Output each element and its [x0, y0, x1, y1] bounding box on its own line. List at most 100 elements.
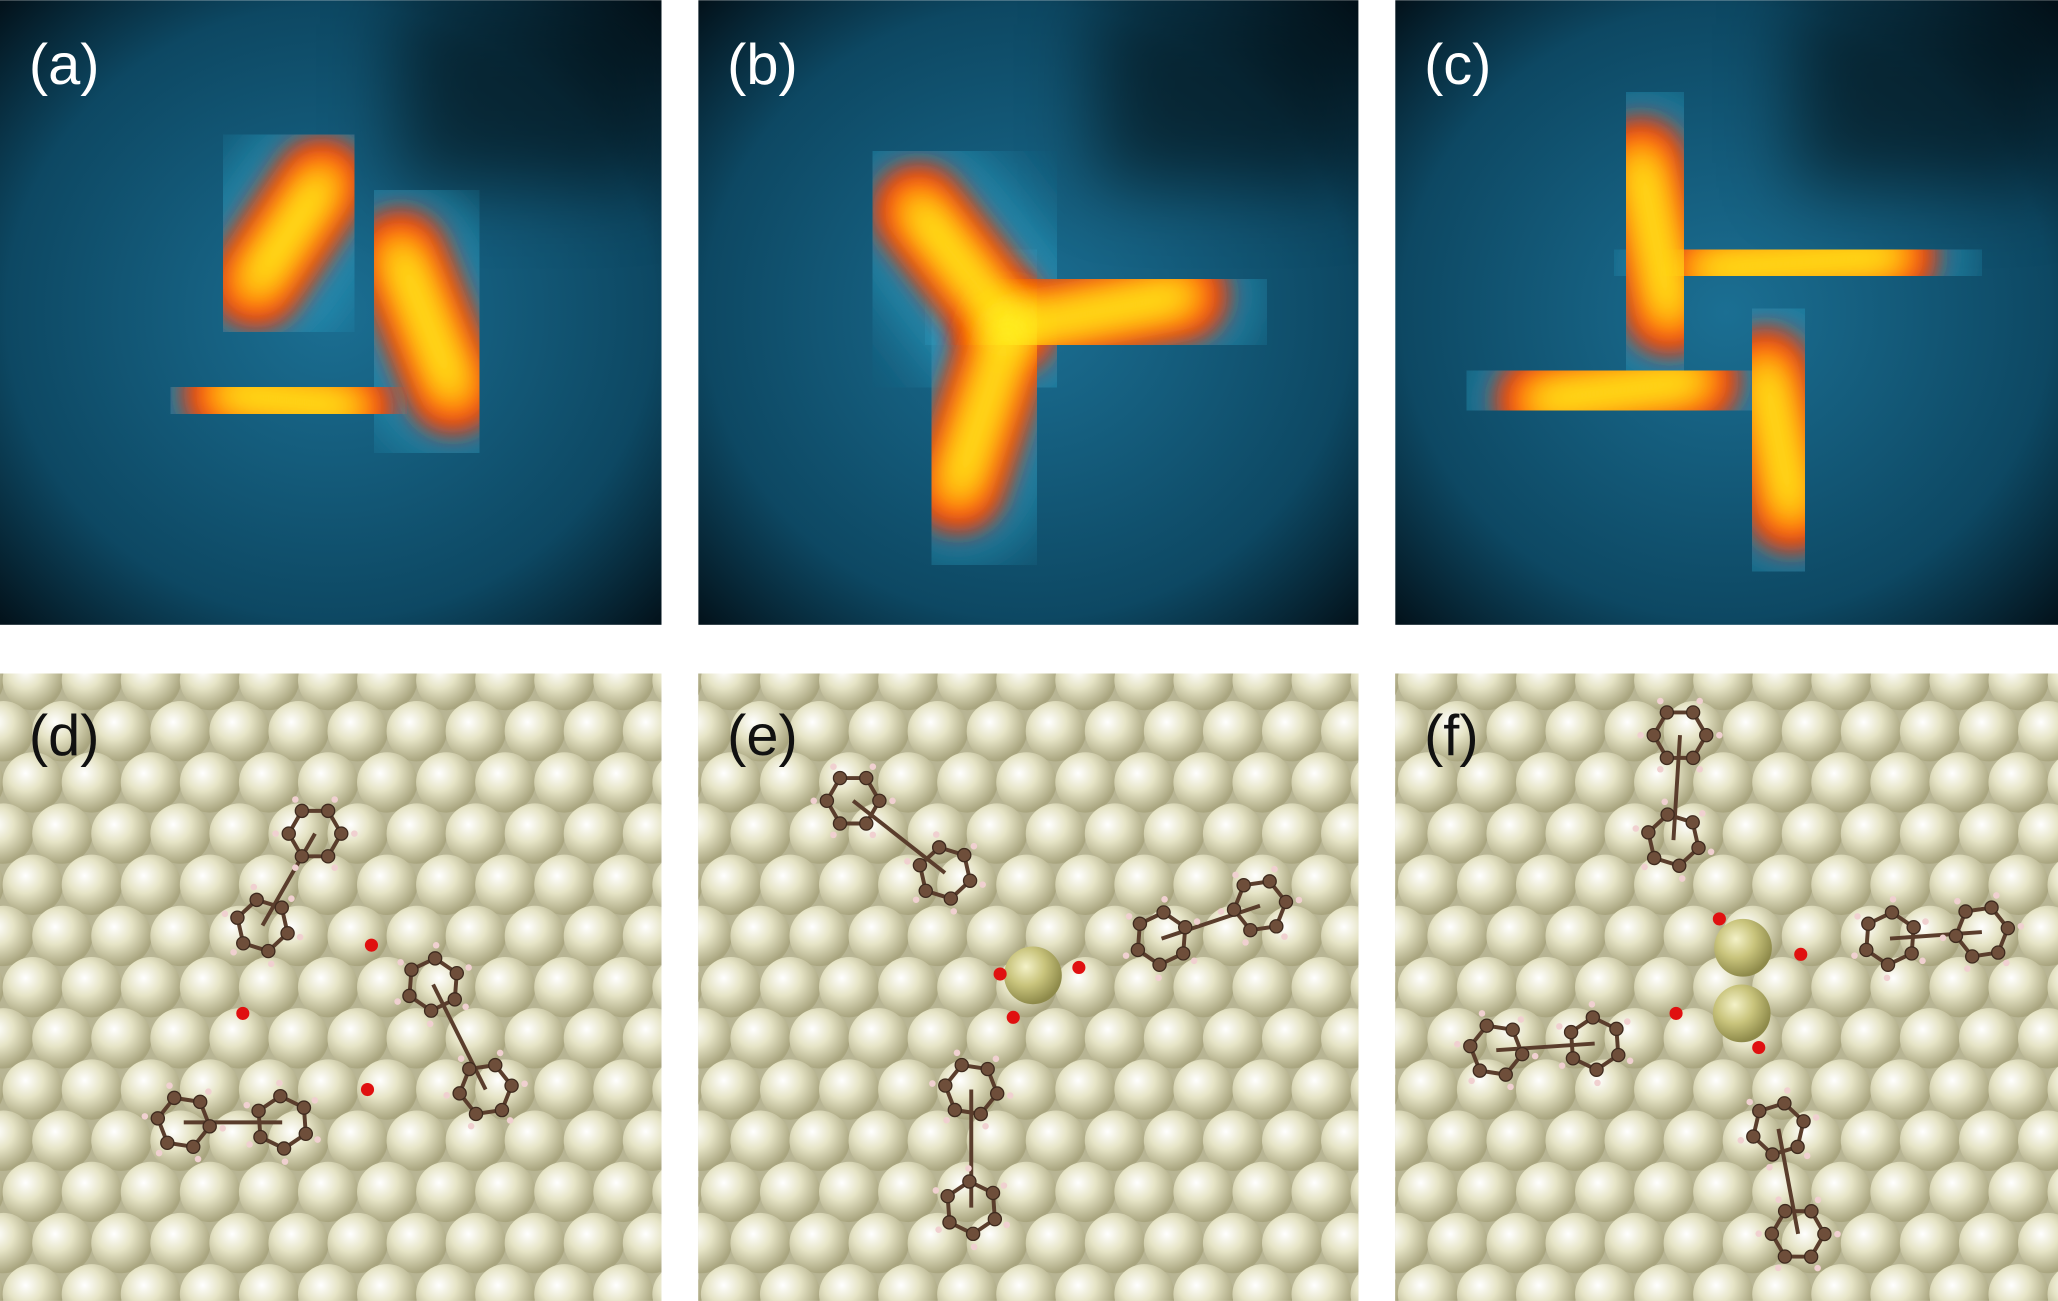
stm-panel: [0, 0, 662, 625]
carbon: [1861, 916, 1876, 931]
stm-panel: [1395, 0, 2058, 625]
carbon: [1672, 858, 1687, 873]
surface-atom: [1781, 1212, 1843, 1274]
surface-atom: [1291, 1264, 1352, 1301]
panel-label: (a): [29, 33, 100, 97]
surface-atom: [1350, 1069, 1359, 1110]
surface-atom: [1929, 752, 1990, 813]
surface-atom: [268, 1008, 329, 1069]
surface-atom: [1291, 673, 1352, 711]
oxygen: [236, 1006, 250, 1020]
hydrogen: [141, 1113, 149, 1120]
hydrogen: [221, 910, 229, 918]
surface-atom: [1232, 673, 1293, 711]
carbon: [973, 1106, 988, 1122]
surface-atom: [445, 803, 506, 864]
carbon: [1176, 946, 1191, 961]
hydrogen: [889, 797, 896, 805]
hydrogen: [1854, 913, 1861, 920]
surface-atom: [61, 956, 123, 1018]
surface-atom: [1261, 905, 1323, 967]
surface-atom: [848, 1008, 909, 1069]
hydrogen: [1531, 1052, 1539, 1060]
surface-atom: [937, 752, 998, 813]
surface-atom: [91, 905, 152, 967]
surface-atom: [120, 956, 182, 1018]
surface-atom: [1958, 1110, 2020, 1171]
hydrogen: [1006, 1092, 1014, 1099]
bond: [1889, 930, 1983, 941]
carbon: [1463, 1038, 1478, 1054]
surface-atom: [0, 905, 34, 967]
surface-atom: [1084, 1212, 1146, 1274]
oxygen: [1712, 912, 1726, 926]
surface-atom: [475, 1264, 536, 1301]
surface-atom: [1395, 701, 1429, 762]
carbon: [954, 1057, 969, 1073]
surface-atom: [32, 701, 93, 762]
carbon: [931, 840, 947, 855]
stm-lobe: [908, 199, 1022, 339]
surface-atom: [622, 1212, 662, 1274]
surface-atom: [416, 1264, 477, 1301]
carbon: [1752, 1103, 1767, 1119]
carbon: [1505, 1022, 1520, 1037]
surface-atom: [1025, 803, 1087, 864]
surface-atom: [700, 673, 762, 711]
bond: [1776, 1128, 1801, 1235]
surface-atom: [996, 1264, 1057, 1301]
carbon: [249, 892, 264, 908]
surface-atom: [789, 701, 850, 762]
surface-atom: [238, 1264, 300, 1301]
carbon: [1777, 1203, 1793, 1219]
surface-atom: [1232, 1161, 1293, 1223]
surface-atom: [1395, 1074, 1400, 1105]
stm-lobe: [245, 173, 333, 293]
bond: [851, 799, 947, 875]
carbon: [872, 793, 887, 808]
carbon: [1262, 874, 1277, 889]
surface-atom: [2017, 701, 2058, 762]
stm-lobe: [219, 383, 359, 418]
hydrogen: [443, 1092, 450, 1099]
surface-atom: [1202, 1110, 1264, 1171]
surface-atom: [534, 1264, 595, 1301]
hydrogen: [1834, 1230, 1841, 1238]
carbon: [320, 849, 336, 864]
hydrogen: [1678, 875, 1686, 882]
carbon: [1965, 949, 1980, 964]
hydrogen: [1657, 765, 1664, 773]
carbon: [488, 1057, 503, 1073]
hydrogen: [970, 1243, 978, 1251]
surface-atom: [445, 701, 506, 762]
surface-atom: [504, 803, 566, 864]
surface-atom: [297, 1161, 359, 1223]
stm-lobe: [1000, 284, 1192, 339]
carbon: [962, 873, 978, 888]
surface-atom: [1722, 803, 1784, 864]
surface-atom: [819, 1264, 880, 1301]
hydrogen: [1812, 1114, 1820, 1121]
surface-atom: [1988, 854, 2049, 915]
hydrogen: [1661, 798, 1668, 806]
hydrogen: [1737, 1137, 1745, 1144]
surface-atom: [1350, 673, 1359, 701]
surface-atom: [698, 803, 732, 864]
surface-atom: [1261, 701, 1323, 762]
surface-atom: [179, 1264, 241, 1301]
surface-atom: [1143, 1212, 1205, 1274]
surface-atom: [445, 1110, 506, 1171]
surface-atom: [1427, 905, 1488, 967]
hydrogen: [810, 797, 818, 805]
hydrogen: [1003, 1221, 1010, 1229]
surface-atom: [1143, 1008, 1205, 1069]
surface-atom: [1427, 701, 1488, 762]
surface-atom: [1693, 854, 1754, 915]
surface-atom: [179, 752, 241, 813]
carbon: [192, 1094, 208, 1110]
surface-atom: [652, 1272, 662, 1301]
carbon: [912, 857, 928, 873]
surface-atom: [1456, 854, 1518, 915]
surface-atom: [1604, 701, 1665, 762]
surface-atom: [700, 1059, 762, 1120]
